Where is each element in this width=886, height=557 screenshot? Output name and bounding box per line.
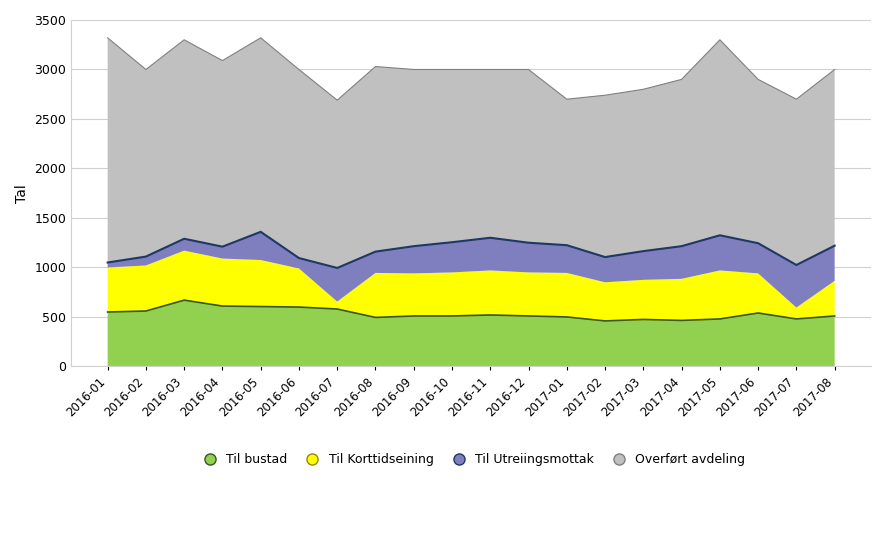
Legend: Til bustad, Til Korttidseining, Til Utreiingsmottak, Overført avdeling: Til bustad, Til Korttidseining, Til Utre… [192,448,750,471]
Y-axis label: Tal: Tal [15,184,29,203]
